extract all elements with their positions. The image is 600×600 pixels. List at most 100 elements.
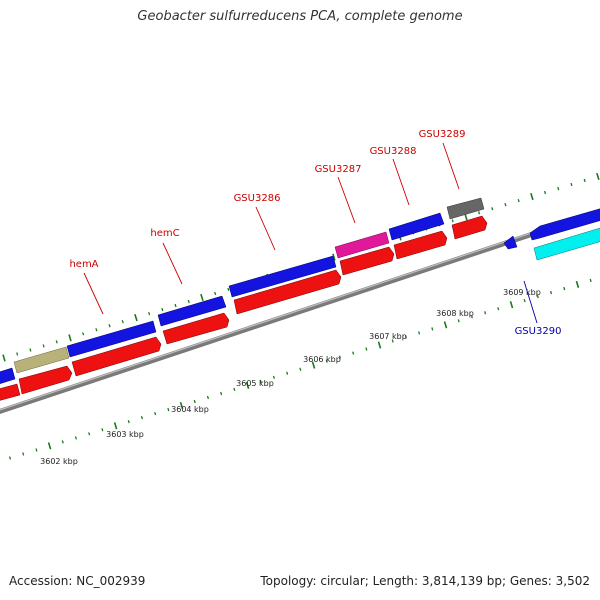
scale-label: 3607 kbp xyxy=(369,332,407,341)
minor-tick xyxy=(352,351,355,355)
minor-tick xyxy=(74,436,78,440)
minor-tick xyxy=(299,367,302,371)
minor-tick xyxy=(95,328,98,332)
major-tick xyxy=(134,314,138,322)
gene-label-hemA[interactable]: hemA xyxy=(69,259,98,270)
major-tick xyxy=(596,172,600,181)
gene-label-hemC[interactable]: hemC xyxy=(150,228,179,239)
minor-tick xyxy=(484,311,487,315)
minor-tick xyxy=(557,186,560,191)
minor-tick xyxy=(451,219,454,223)
scale-label: 3604 kbp xyxy=(171,405,209,414)
gene-feature-khaki[interactable] xyxy=(13,346,70,374)
minor-tick xyxy=(325,359,328,363)
minor-tick xyxy=(536,295,539,299)
major-tick xyxy=(443,321,448,329)
minor-tick xyxy=(391,339,394,343)
major-tick xyxy=(332,253,336,261)
minor-tick xyxy=(187,299,190,304)
scale-labels: 3602 kbp 3603 kbp 3604 kbp 3605 kbp 3606… xyxy=(40,288,541,466)
gene-labels: hemA hemC GSU3286 GSU3287 GSU3288 GSU328… xyxy=(69,129,561,337)
minor-tick xyxy=(523,299,526,303)
minor-tick xyxy=(418,331,421,335)
minor-tick xyxy=(470,315,473,319)
minor-tick xyxy=(42,344,45,348)
minor-tick xyxy=(478,211,481,215)
gene-feature-red[interactable] xyxy=(393,230,448,260)
major-tick xyxy=(245,381,250,389)
minor-tick xyxy=(61,440,64,444)
scale-label: 3603 kbp xyxy=(106,430,144,439)
gene-feature-hemC[interactable] xyxy=(157,295,227,327)
minor-tick xyxy=(127,420,130,424)
minor-tick xyxy=(140,416,144,420)
minor-tick xyxy=(431,327,434,331)
gene-label-GSU3289[interactable]: GSU3289 xyxy=(419,129,466,140)
inner-tick-track xyxy=(8,278,592,460)
minor-tick xyxy=(517,199,520,203)
minor-tick xyxy=(491,207,494,211)
gene-feature-red[interactable] xyxy=(339,246,395,276)
gene-feature-GSU3288[interactable] xyxy=(388,212,445,241)
major-tick xyxy=(2,354,6,362)
gene-label-GSU3287[interactable]: GSU3287 xyxy=(315,164,362,175)
minor-tick xyxy=(174,303,177,308)
scale-label: 3602 kbp xyxy=(40,457,78,466)
minor-tick xyxy=(286,371,289,375)
forward-strand-track xyxy=(0,197,600,389)
minor-tick xyxy=(88,432,91,436)
minor-tick xyxy=(161,307,164,312)
gene-feature-red[interactable] xyxy=(451,215,488,240)
gene-label-GSU3290[interactable]: GSU3290 xyxy=(515,326,562,337)
gene-feature-blue[interactable] xyxy=(0,367,16,389)
reverse-strand-track xyxy=(0,215,600,405)
minor-tick xyxy=(227,287,230,291)
gene-feature-cyan[interactable] xyxy=(533,222,600,261)
gene-label-GSU3288[interactable]: GSU3288 xyxy=(370,146,417,157)
minor-tick xyxy=(563,286,566,291)
gene-feature-GSU3286[interactable] xyxy=(228,255,337,298)
gene-feature-red[interactable] xyxy=(233,269,342,315)
major-tick xyxy=(530,192,534,201)
minor-tick xyxy=(543,190,547,195)
minor-tick xyxy=(108,324,111,328)
major-tick xyxy=(509,301,514,309)
minor-tick xyxy=(504,203,507,207)
scale-label: 3605 kbp xyxy=(236,379,274,388)
minor-tick xyxy=(497,307,500,311)
minor-tick xyxy=(8,456,12,460)
minor-tick xyxy=(233,387,236,391)
gene-feature-red[interactable] xyxy=(71,336,162,377)
minor-tick xyxy=(206,395,210,400)
gene-feature-GSU3290[interactable] xyxy=(503,235,518,250)
minor-tick xyxy=(35,448,38,452)
gene-feature-red[interactable] xyxy=(18,365,73,395)
minor-tick xyxy=(220,391,223,396)
gene-feature-GSU3287[interactable] xyxy=(334,231,390,259)
scale-label: 3606 kbp xyxy=(303,355,341,364)
gene-feature-red[interactable] xyxy=(162,312,230,345)
minor-tick xyxy=(338,355,342,359)
gene-feature-GSU3289[interactable] xyxy=(446,197,485,220)
minor-tick xyxy=(365,347,368,351)
minor-tick xyxy=(154,412,157,416)
minor-tick xyxy=(570,182,573,187)
minor-tick xyxy=(121,320,124,324)
minor-tick xyxy=(193,399,196,404)
major-tick xyxy=(311,361,316,369)
gene-feature-red[interactable] xyxy=(0,383,21,405)
major-tick xyxy=(179,401,184,410)
minor-tick xyxy=(589,278,592,283)
gene-label-GSU3286[interactable]: GSU3286 xyxy=(234,193,281,204)
major-tick xyxy=(377,341,382,349)
scale-label: 3609 kbp xyxy=(503,288,541,297)
gene-feature-blue-right[interactable] xyxy=(529,203,600,241)
gene-feature-hemA[interactable] xyxy=(66,320,157,358)
minor-tick xyxy=(101,428,104,432)
scale-label: 3608 kbp xyxy=(436,309,474,318)
major-tick xyxy=(200,293,204,302)
minor-tick xyxy=(16,352,19,356)
label-connectors xyxy=(83,142,538,324)
backbone-line xyxy=(0,209,600,414)
